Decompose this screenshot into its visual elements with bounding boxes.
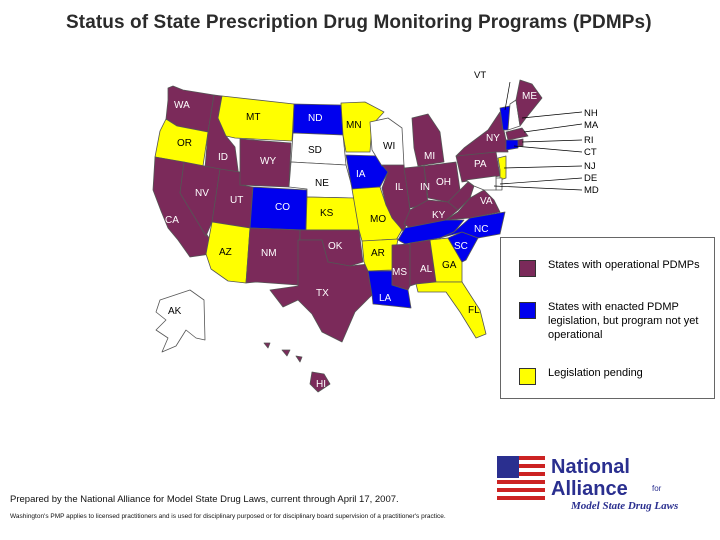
state-label-ar: AR — [371, 248, 385, 259]
state-NJ[interactable] — [497, 155, 507, 181]
state-MD[interactable] — [465, 175, 497, 191]
legend-item-pending: Legislation pending — [519, 366, 718, 385]
logo-line-alliance: Alliance — [551, 478, 628, 500]
state-NV[interactable] — [179, 161, 221, 237]
state-label-oh: OH — [436, 177, 451, 188]
state-label-ga: GA — [442, 260, 457, 271]
state-label-or: OR — [177, 138, 192, 149]
ext-label-nj: NJ — [584, 161, 596, 172]
state-label-ak: AK — [168, 306, 182, 317]
legend-item-operational: States with operational PDMPs — [519, 258, 718, 277]
state-NM[interactable] — [245, 227, 301, 286]
state-ME[interactable] — [515, 79, 543, 127]
state-label-al: AL — [420, 264, 433, 275]
ext-label-ct: CT — [584, 147, 597, 158]
state-TX[interactable] — [269, 239, 373, 343]
state-label-id: ID — [218, 152, 228, 163]
state-label-hi: HI — [316, 379, 326, 390]
logo-line-national: National — [551, 456, 630, 478]
state-label-tx: TX — [316, 288, 329, 299]
state-FL[interactable] — [415, 281, 487, 339]
state-label-pa: PA — [474, 159, 487, 170]
state-CT[interactable] — [505, 139, 519, 151]
state-label-mi: MI — [424, 151, 435, 162]
state-label-fl: FL — [468, 305, 480, 316]
legend-label-enacted: States with enacted PDMP legislation, bu… — [548, 301, 699, 341]
legend-swatch-operational — [519, 260, 536, 277]
map-legend: States with operational PDMPs States wit… — [500, 237, 715, 399]
state-label-nv: NV — [195, 188, 209, 199]
nam-sdl-logo: National Alliance for Model State Drug L… — [497, 456, 712, 516]
state-label-la: LA — [379, 293, 392, 304]
state-label-wy: WY — [260, 156, 276, 167]
state-label-ia: IA — [356, 169, 366, 180]
state-label-az: AZ — [219, 247, 232, 258]
state-MA[interactable] — [505, 127, 529, 141]
us-map: WA OR CA ID NV UT AZ MT WY CO NM ND SD NE KS OK TX MN IA MO… — [152, 70, 599, 393]
state-label-ms: MS — [392, 267, 407, 278]
state-label-nm: NM — [261, 248, 277, 259]
state-label-mt: MT — [246, 112, 260, 123]
state-label-ne: NE — [315, 178, 329, 189]
state-label-me: ME — [522, 91, 537, 102]
legend-label-pending: Legislation pending — [548, 367, 643, 379]
state-label-in: IN — [420, 182, 430, 193]
legend-swatch-pending — [519, 368, 536, 385]
state-label-ks: KS — [320, 208, 334, 219]
legend-item-enacted: States with enacted PDMP legislation, bu… — [519, 300, 708, 342]
state-label-va: VA — [480, 196, 493, 207]
map-title: Status of State Prescription Drug Monito… — [66, 12, 652, 33]
logo-line-for: for — [652, 484, 662, 493]
state-label-wi: WI — [383, 141, 395, 152]
state-label-ca: CA — [165, 215, 179, 226]
state-label-sd: SD — [308, 145, 322, 156]
footer-washington-note: Washington's PMP applies to licensed pra… — [10, 513, 446, 520]
state-label-mn: MN — [346, 120, 362, 131]
ext-label-nh: NH — [584, 108, 598, 119]
ext-label-md: MD — [584, 185, 599, 196]
state-label-ut: UT — [230, 195, 243, 206]
state-label-nc: NC — [474, 224, 488, 235]
state-NY[interactable] — [455, 111, 509, 157]
ext-label-de: DE — [584, 173, 597, 184]
state-label-mo: MO — [370, 214, 386, 225]
state-MO[interactable] — [351, 186, 403, 243]
legend-swatch-enacted — [519, 302, 536, 319]
ext-label-ri: RI — [584, 135, 594, 146]
state-label-sc: SC — [454, 241, 468, 252]
state-MS[interactable] — [391, 243, 411, 291]
ext-label-vt: VT — [474, 70, 486, 81]
state-IA[interactable] — [345, 154, 389, 190]
logo-line-model-state-drug-laws: Model State Drug Laws — [571, 500, 679, 512]
us-flag-icon — [497, 456, 545, 501]
state-label-ky: KY — [432, 210, 446, 221]
state-HI[interactable] — [263, 342, 331, 393]
footer-prepared-by: Prepared by the National Alliance for Mo… — [10, 494, 399, 505]
state-label-ny: NY — [486, 133, 500, 144]
state-label-wa: WA — [174, 100, 190, 111]
state-MI[interactable] — [411, 113, 445, 167]
state-label-ok: OK — [328, 241, 343, 252]
state-RI[interactable] — [517, 138, 524, 147]
state-AR[interactable] — [361, 238, 399, 272]
legend-label-operational: States with operational PDMPs — [548, 259, 700, 271]
state-label-nd: ND — [308, 113, 322, 124]
ext-label-ma: MA — [584, 120, 599, 131]
state-label-il: IL — [395, 182, 404, 193]
state-AK[interactable] — [155, 289, 206, 353]
state-VA[interactable] — [445, 189, 501, 221]
state-label-co: CO — [275, 202, 290, 213]
